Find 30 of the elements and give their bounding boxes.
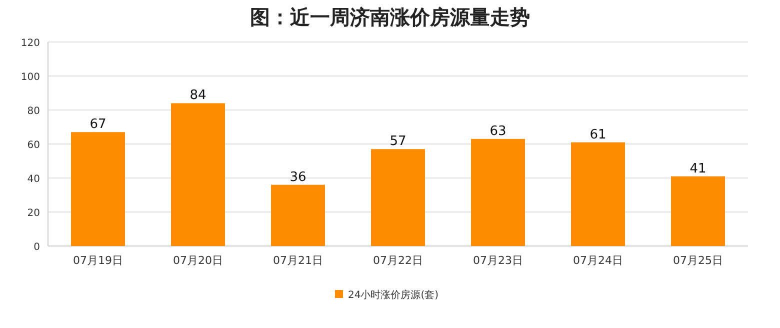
bar <box>271 184 325 246</box>
bar <box>171 103 225 246</box>
data-label: 63 <box>490 124 506 139</box>
bar <box>71 132 125 246</box>
data-label: 36 <box>290 170 306 185</box>
y-tick-label: 20 <box>27 208 40 219</box>
bar <box>471 138 525 246</box>
data-label: 84 <box>190 88 206 104</box>
y-tick-label: 100 <box>20 72 40 83</box>
x-tick-label: 07月20日 <box>173 254 223 267</box>
bar <box>571 142 625 246</box>
chart-title: 图：近一周济南涨价房源量走势 <box>250 5 530 29</box>
x-tick-label: 07月24日 <box>573 254 623 267</box>
bar <box>671 176 725 246</box>
data-label: 41 <box>690 161 706 176</box>
y-tick-label: 120 <box>20 38 40 49</box>
bar <box>371 149 425 246</box>
y-tick-label: 60 <box>27 140 40 151</box>
y-tick-label: 80 <box>27 106 40 117</box>
x-tick-label: 07月19日 <box>73 254 123 267</box>
data-label: 67 <box>90 117 106 132</box>
y-tick-label: 0 <box>34 242 40 253</box>
data-label: 57 <box>390 134 406 150</box>
x-tick-label: 07月21日 <box>273 254 323 267</box>
legend-label: 24小时涨价房源(套) <box>348 289 439 301</box>
x-tick-label: 07月25日 <box>673 254 723 267</box>
x-tick-label: 07月23日 <box>473 254 523 267</box>
y-tick-label: 40 <box>27 174 40 185</box>
x-tick-label: 07月22日 <box>373 254 423 267</box>
data-label: 61 <box>590 127 606 142</box>
